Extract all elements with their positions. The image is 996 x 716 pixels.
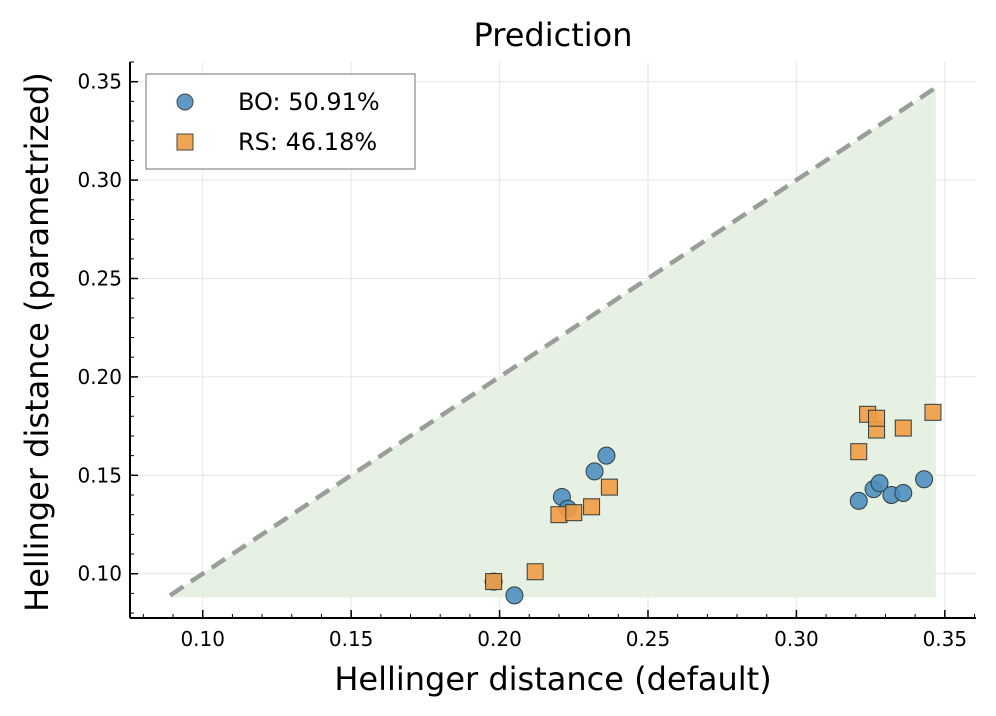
rs-point	[565, 504, 583, 522]
x-tick-label: 0.30	[774, 627, 819, 651]
legend-label-rs: RS: 46.18%	[238, 128, 377, 156]
rs-point	[600, 478, 618, 496]
y-axis-title: Hellinger distance (parametrized)	[18, 72, 56, 612]
rs-point	[583, 498, 601, 516]
legend-label-bo: BO: 50.91%	[238, 88, 380, 116]
y-tick-label: 0.10	[77, 562, 122, 586]
rs-point	[526, 563, 544, 581]
bo-point	[915, 470, 934, 489]
rs-point	[868, 409, 886, 427]
y-tick-label: 0.15	[77, 463, 122, 487]
data-points	[484, 403, 942, 605]
legend-marker-bo	[176, 93, 194, 111]
bo-point	[849, 491, 868, 510]
legend-box	[145, 73, 416, 170]
x-axis-title: Hellinger distance (default)	[334, 660, 771, 698]
y-tick-label: 0.30	[77, 168, 122, 192]
x-tick-label: 0.10	[180, 627, 225, 651]
chart-title: Prediction	[474, 16, 633, 54]
y-tick-label: 0.20	[77, 365, 122, 389]
bo-point	[505, 586, 524, 605]
x-tick-label: 0.25	[626, 627, 671, 651]
rs-point	[550, 506, 568, 524]
bo-point	[597, 446, 616, 465]
rs-point	[894, 419, 912, 437]
bo-point	[870, 474, 889, 493]
bo-point	[894, 484, 913, 503]
x-tick-label: 0.15	[329, 627, 374, 651]
y-tick-label: 0.25	[77, 266, 122, 290]
rs-point	[485, 573, 503, 591]
rs-point	[850, 443, 868, 461]
bo-point	[585, 462, 604, 481]
reference-line-group	[168, 85, 938, 598]
axes	[129, 62, 976, 619]
legend-marker-rs	[176, 133, 194, 151]
legend: BO: 50.91% RS: 46.18%	[145, 73, 416, 170]
y-tick-label: 0.35	[77, 70, 122, 94]
ticks: 0.10 0.15 0.20 0.25 0.30 0.35 0.10 0.15 0.20 0.25…	[77, 61, 976, 651]
x-tick-label: 0.35	[923, 627, 968, 651]
x-tick-label: 0.20	[477, 627, 522, 651]
reference-line	[168, 85, 938, 598]
rs-point	[924, 403, 942, 421]
